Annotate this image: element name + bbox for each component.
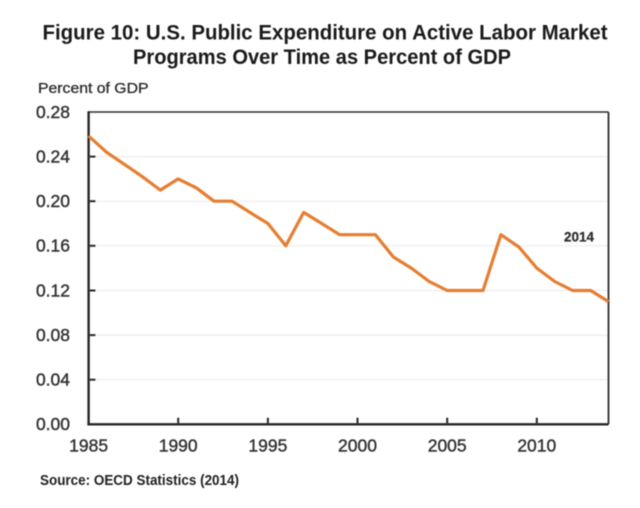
svg-text:0.12: 0.12 [36,280,70,300]
svg-text:Programs Over Time as Percent: Programs Over Time as Percent of GDP [133,46,511,69]
svg-text:2000: 2000 [338,436,377,456]
svg-text:0.16: 0.16 [36,236,70,256]
svg-text:2010: 2010 [517,436,556,456]
svg-text:1985: 1985 [69,436,108,456]
svg-text:Percent of GDP: Percent of GDP [38,81,149,97]
svg-text:0.24: 0.24 [36,146,70,166]
svg-text:0.00: 0.00 [36,414,70,434]
svg-text:0.20: 0.20 [36,191,70,211]
svg-text:0.04: 0.04 [36,370,70,390]
svg-text:0.28: 0.28 [36,102,70,122]
svg-text:2014: 2014 [564,230,595,245]
svg-text:2005: 2005 [428,436,467,456]
svg-text:0.08: 0.08 [36,325,70,345]
svg-text:Figure 10: U.S. Public Expendi: Figure 10: U.S. Public Expenditure on Ac… [43,22,608,45]
svg-text:Source: OECD Statistics (2014): Source: OECD Statistics (2014) [40,473,239,489]
svg-text:1990: 1990 [159,436,198,456]
svg-text:1995: 1995 [248,436,287,456]
